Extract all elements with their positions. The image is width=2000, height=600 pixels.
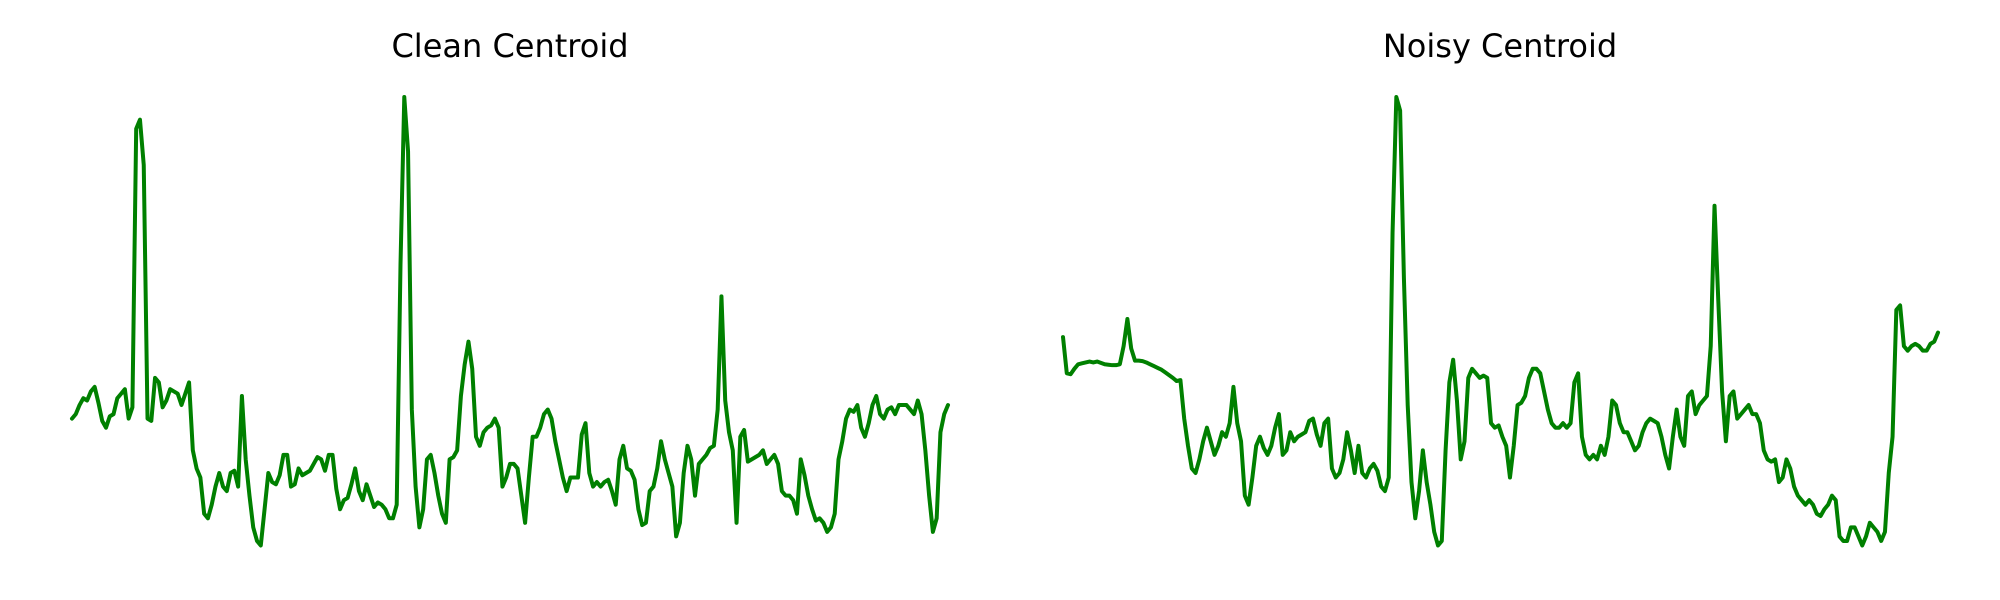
series-line-noisy-centroid <box>1061 95 1940 548</box>
panel-title-clean: Clean Centroid <box>391 27 628 65</box>
panel-noisy-centroid: Noisy Centroid <box>1061 27 1940 548</box>
series-line-clean-centroid <box>70 95 950 548</box>
panel-clean-centroid: Clean Centroid <box>70 27 950 548</box>
panel-title-noisy: Noisy Centroid <box>1383 27 1617 65</box>
